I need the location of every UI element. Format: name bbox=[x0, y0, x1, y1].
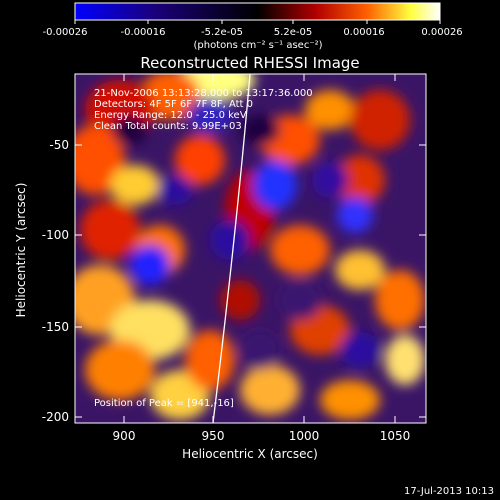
colorbar-tick-label: 0.00026 bbox=[421, 27, 462, 38]
emission-blob bbox=[85, 340, 155, 400]
colorbar-tick-label: 5.2e-05 bbox=[274, 27, 312, 38]
emission-blob bbox=[340, 332, 380, 368]
image-panel bbox=[74, 73, 427, 424]
y-axis-label: Heliocentric Y (arcsec) bbox=[14, 183, 28, 318]
info-line-energy: Energy Range: 12.0 - 25.0 keV bbox=[94, 110, 247, 121]
colorbar-ticks bbox=[74, 20, 441, 24]
emission-blob bbox=[253, 160, 297, 210]
emission-blob bbox=[210, 220, 250, 260]
colorbar: -0.00026 -0.00016 -5.2e-05 5.2e-05 0.000… bbox=[43, 2, 463, 51]
emission-blob bbox=[130, 245, 170, 285]
emission-blob bbox=[240, 115, 280, 145]
emission-blob bbox=[110, 165, 160, 205]
emission-blob bbox=[278, 280, 322, 320]
emission-blob bbox=[80, 200, 140, 260]
y-tick-label: -200 bbox=[42, 410, 69, 424]
emission-blob bbox=[240, 365, 300, 415]
peak-position-label: Position of Peak = [941,-16] bbox=[94, 398, 234, 409]
emission-blob bbox=[175, 135, 225, 185]
emission-map bbox=[75, 74, 425, 420]
colorbar-tick-label: 0.00016 bbox=[343, 27, 384, 38]
x-tick-label: 900 bbox=[113, 429, 136, 443]
emission-blob bbox=[240, 330, 280, 370]
emission-blob bbox=[337, 197, 373, 233]
x-tick-label: 950 bbox=[202, 429, 225, 443]
x-tick-label: 1000 bbox=[289, 429, 320, 443]
info-line-time: 21-Nov-2006 13:13:28.000 to 13:17:36.000 bbox=[94, 88, 313, 99]
colorbar-units: (photons cm⁻² s⁻¹ asec⁻²) bbox=[193, 40, 322, 51]
info-line-clean: Clean Total counts: 9.99E+03 bbox=[94, 121, 242, 132]
emission-blob bbox=[305, 90, 355, 130]
emission-blob bbox=[140, 74, 200, 120]
emission-blob bbox=[335, 250, 385, 290]
emission-blob bbox=[112, 115, 148, 145]
generation-date: 17-Jul-2013 10:13 bbox=[404, 486, 494, 497]
solar-limb bbox=[212, 74, 251, 423]
axis-ticks bbox=[75, 74, 426, 423]
emission-blob bbox=[335, 155, 385, 205]
emission-blob bbox=[220, 280, 260, 320]
emission-blob bbox=[312, 162, 348, 198]
x-tick-label: 1050 bbox=[380, 429, 411, 443]
emission-blob bbox=[157, 175, 193, 205]
x-axis-label: Heliocentric X (arcsec) bbox=[182, 447, 318, 461]
emission-blob bbox=[270, 225, 330, 275]
y-tick-label: -150 bbox=[42, 320, 69, 334]
colorbar-tick-label: -0.00026 bbox=[43, 27, 88, 38]
plot-frame bbox=[74, 73, 427, 424]
emission-blob bbox=[385, 335, 425, 385]
info-line-detectors: Detectors: 4F 5F 6F 7F 8F, Att 0 bbox=[94, 99, 253, 110]
plot-title: Reconstructed RHESSI Image bbox=[140, 54, 359, 72]
emission-blob bbox=[320, 380, 380, 420]
emission-blob bbox=[185, 330, 235, 390]
colorbar-tick-label: -0.00016 bbox=[121, 27, 166, 38]
colorbar-tick-label: -5.2e-05 bbox=[201, 27, 243, 38]
emission-blob bbox=[375, 270, 425, 330]
emission-blob bbox=[350, 90, 410, 150]
y-tick-label: -100 bbox=[42, 228, 69, 242]
y-tick-label: -50 bbox=[49, 138, 69, 152]
colorbar-gradient bbox=[74, 2, 441, 21]
emission-blob bbox=[188, 97, 232, 133]
